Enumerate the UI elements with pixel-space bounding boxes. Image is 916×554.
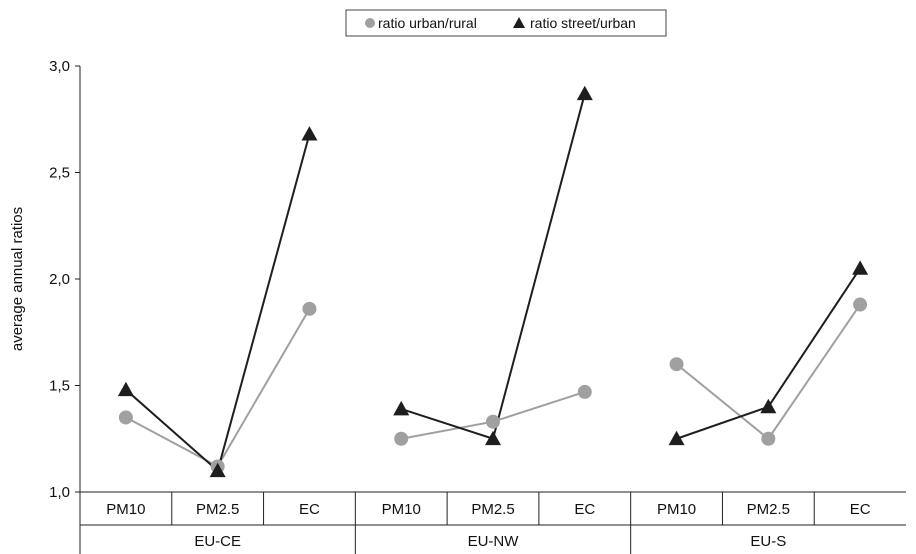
data-point-urban-rural <box>577 384 592 399</box>
legend-label-urban-rural: ratio urban/rural <box>378 15 477 31</box>
group-label: EU-NW <box>468 533 520 550</box>
legend-label-street-urban: ratio street/urban <box>530 15 636 31</box>
data-point-street-urban <box>301 126 318 141</box>
legend: ratio urban/rural ratio street/urban <box>345 9 667 37</box>
legend-box <box>345 9 667 37</box>
x-tick-label: EC <box>850 501 871 518</box>
legend-marker-street-urban <box>513 17 525 28</box>
series-line <box>125 308 311 468</box>
data-point-urban-rural <box>394 431 409 446</box>
y-tick-label: 2,0 <box>49 271 70 288</box>
x-tick-label: PM10 <box>382 501 421 518</box>
group-label: EU-CE <box>194 533 241 550</box>
data-point-urban-rural <box>118 410 133 425</box>
y-axis-title: average annual ratios <box>9 207 26 351</box>
data-point-street-urban <box>117 381 134 397</box>
data-point-street-urban <box>393 400 410 416</box>
group-label: EU-S <box>750 533 786 550</box>
y-tick-label: 2,5 <box>49 165 70 182</box>
y-tick-label: 1,0 <box>49 484 70 501</box>
data-point-street-urban <box>668 430 685 446</box>
series-line <box>400 93 586 441</box>
axes <box>75 65 906 554</box>
y-tick-label: 1,5 <box>49 378 70 395</box>
x-tick-label: PM10 <box>106 501 145 518</box>
x-tick-label: PM10 <box>657 501 696 518</box>
series-line <box>125 133 311 473</box>
data-point-urban-rural <box>486 414 500 429</box>
data-point-street-urban <box>485 430 501 446</box>
x-axis-labels: PM10 PM2.5 EC EU-CE PM10 PM2.5 EC EU-NW PM10 PM2.… <box>106 501 870 550</box>
data-point-urban-rural <box>853 297 868 312</box>
series-markers <box>117 85 869 478</box>
x-tick-label: EC <box>299 501 320 518</box>
series-line <box>675 303 861 441</box>
data-point-street-urban <box>852 260 869 275</box>
data-point-street-urban <box>760 398 777 414</box>
x-tick-label: PM2.5 <box>747 501 790 518</box>
x-tick-label: PM2.5 <box>471 501 514 518</box>
data-point-urban-rural <box>761 431 776 446</box>
data-point-street-urban <box>209 462 226 478</box>
x-tick-label: EC <box>574 501 595 518</box>
data-point-urban-rural <box>302 301 317 316</box>
series-lines <box>125 93 861 473</box>
y-axis-labels: 1,0 1,5 2,0 2,5 3,0 <box>49 58 70 501</box>
legend-marker-urban-rural <box>365 18 375 28</box>
data-point-street-urban <box>576 85 593 101</box>
data-point-urban-rural <box>669 357 684 372</box>
x-tick-label: PM2.5 <box>196 501 239 518</box>
y-tick-label: 3,0 <box>49 58 70 75</box>
